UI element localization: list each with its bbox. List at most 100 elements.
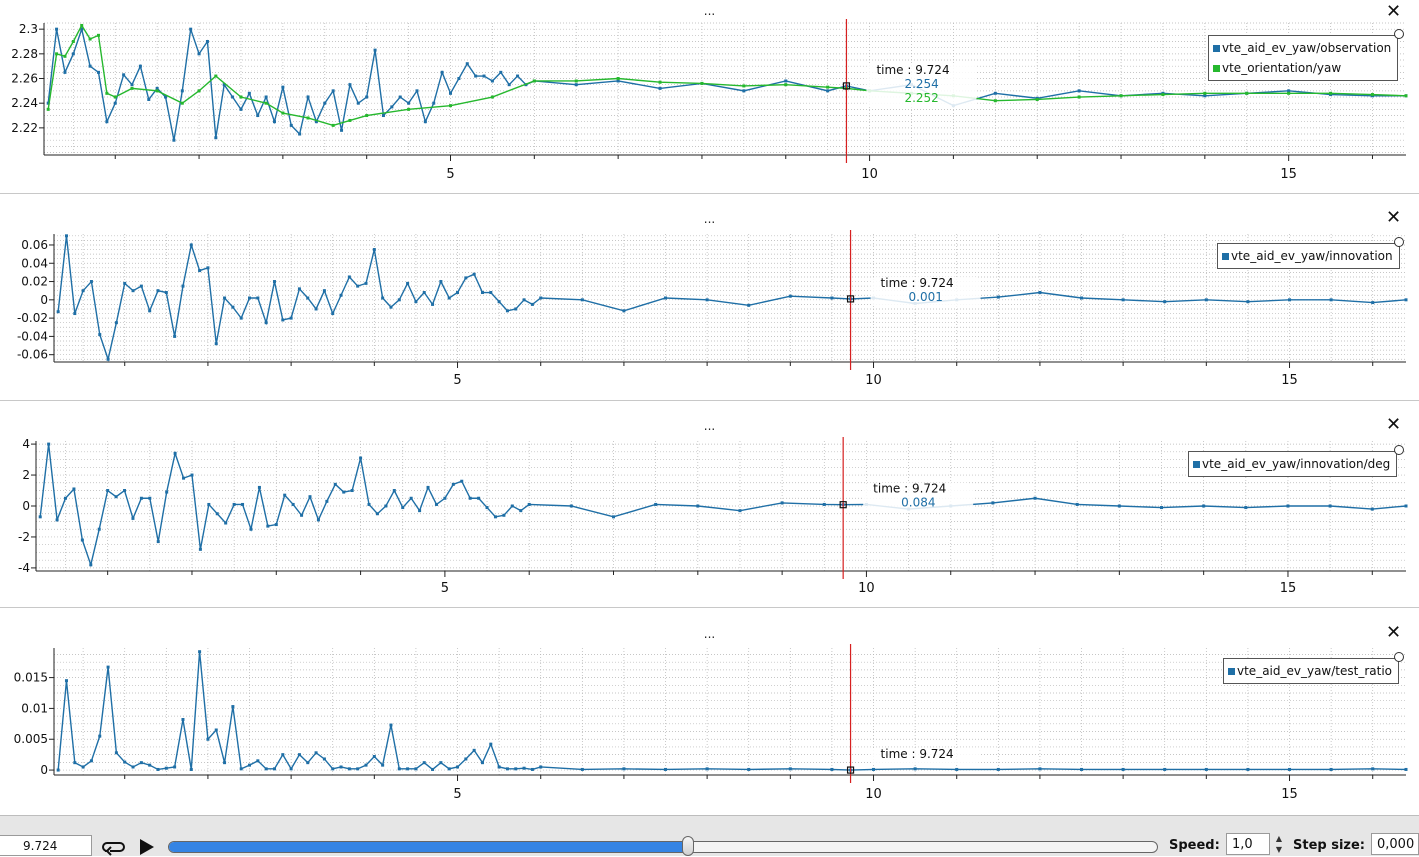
data-point (88, 37, 92, 41)
close-icon[interactable]: ✕ (1386, 1, 1402, 22)
panel-menu-dots[interactable]: ... (703, 419, 716, 433)
legend-resize-handle[interactable] (1394, 445, 1404, 455)
close-icon[interactable]: ✕ (1386, 414, 1402, 435)
data-point (415, 89, 419, 93)
data-point (364, 763, 368, 767)
data-point (106, 665, 110, 669)
data-point (46, 107, 50, 111)
data-point (105, 120, 109, 124)
data-point (131, 765, 135, 769)
panel-menu-dots[interactable]: ... (703, 212, 716, 226)
time-slider-fill (169, 842, 688, 852)
time-slider[interactable] (168, 841, 1158, 853)
data-point (239, 316, 243, 320)
legend-resize-handle[interactable] (1394, 652, 1404, 662)
data-point (106, 489, 110, 493)
data-point (189, 27, 193, 31)
legend[interactable]: vte_aid_ev_yaw/innovation/deg (1188, 451, 1398, 477)
close-icon[interactable]: ✕ (1386, 207, 1402, 228)
data-point (148, 496, 152, 500)
speed-stepper-arrows[interactable]: ▲ ▼ (1275, 834, 1283, 854)
y-tick-label: -4 (18, 561, 30, 575)
data-point (147, 97, 151, 101)
data-point (71, 52, 75, 56)
data-point (381, 296, 385, 300)
data-point (372, 248, 376, 252)
data-point (477, 496, 481, 500)
time-slider-handle[interactable] (681, 836, 694, 856)
data-point (1404, 504, 1408, 508)
data-point (223, 296, 227, 300)
data-point (431, 767, 435, 771)
data-point (365, 114, 369, 118)
step-size-spinbox[interactable]: 0,000 (1371, 833, 1419, 855)
data-point (1245, 91, 1249, 95)
x-tick-label: 10 (858, 581, 875, 596)
data-point (1404, 94, 1408, 98)
panel-menu-dots[interactable]: ... (703, 627, 716, 641)
data-point (996, 767, 1000, 771)
data-point (215, 512, 219, 516)
data-point (214, 728, 218, 732)
loop-icon[interactable] (102, 838, 126, 856)
data-point (522, 766, 526, 770)
data-point (206, 266, 210, 270)
data-point (331, 89, 335, 93)
close-icon[interactable]: ✕ (1386, 622, 1402, 643)
speed-label: Speed: (1169, 838, 1220, 853)
data-point (356, 101, 360, 105)
data-point (257, 485, 261, 489)
legend-item: vte_aid_ev_yaw/innovation/deg (1193, 454, 1390, 474)
panel-menu-dots[interactable]: ... (703, 4, 716, 18)
x-tick-label: 10 (865, 373, 882, 388)
data-point (339, 765, 343, 769)
legend[interactable]: vte_aid_ev_yaw/innovation (1217, 243, 1400, 269)
play-icon[interactable] (139, 838, 155, 856)
legend-resize-handle[interactable] (1394, 237, 1404, 247)
data-point (372, 755, 376, 759)
data-point (80, 27, 84, 31)
data-point (266, 524, 270, 528)
data-point (264, 767, 268, 771)
data-point (1329, 91, 1333, 95)
speed-spinbox[interactable]: 1,0 (1226, 833, 1270, 855)
legend[interactable]: vte_aid_ev_yaw/observation vte_orientati… (1208, 35, 1399, 81)
data-point (96, 33, 100, 37)
cursor-label-background (863, 482, 974, 513)
data-point (414, 767, 418, 771)
data-point (784, 79, 788, 83)
data-point (46, 101, 50, 105)
data-point (1121, 767, 1125, 771)
data-point (131, 289, 135, 293)
legend[interactable]: vte_aid_ev_yaw/test_ratio (1223, 658, 1400, 684)
data-point (148, 763, 152, 767)
data-point (622, 767, 626, 771)
data-point (580, 767, 584, 771)
data-point (406, 767, 410, 771)
data-point (241, 502, 245, 506)
data-point (1121, 298, 1125, 302)
plot-panel-3: ... ✕ 5 10 15 -4 -2 0 2 4 time : 9.724 0.084 vte_… (0, 401, 1419, 607)
legend-resize-handle[interactable] (1394, 29, 1404, 39)
chart-test-ratio[interactable]: 5 10 15 0 0.005 0.01 0.015 time : 9.724 (0, 608, 1419, 814)
data-point (1117, 504, 1121, 508)
chart-innovation[interactable]: 5 10 15 -0.06 -0.04 -0.02 0 0.02 0.04 0.06 time : … (0, 194, 1419, 400)
data-point (493, 515, 497, 519)
data-point (322, 289, 326, 293)
data-point (993, 99, 997, 103)
legend-item: vte_aid_ev_yaw/test_ratio (1228, 661, 1392, 681)
time-field[interactable]: 9.724 (0, 835, 92, 856)
data-point (173, 451, 177, 455)
data-point (742, 89, 746, 93)
data-point (248, 763, 252, 767)
legend-label: vte_orientation/yaw (1222, 61, 1342, 75)
data-point (398, 95, 402, 99)
data-point (113, 101, 117, 105)
data-point (89, 280, 93, 284)
y-tick-label: 0 (40, 763, 48, 777)
data-point (397, 298, 401, 302)
data-point (256, 296, 260, 300)
series-line (57, 651, 1407, 771)
